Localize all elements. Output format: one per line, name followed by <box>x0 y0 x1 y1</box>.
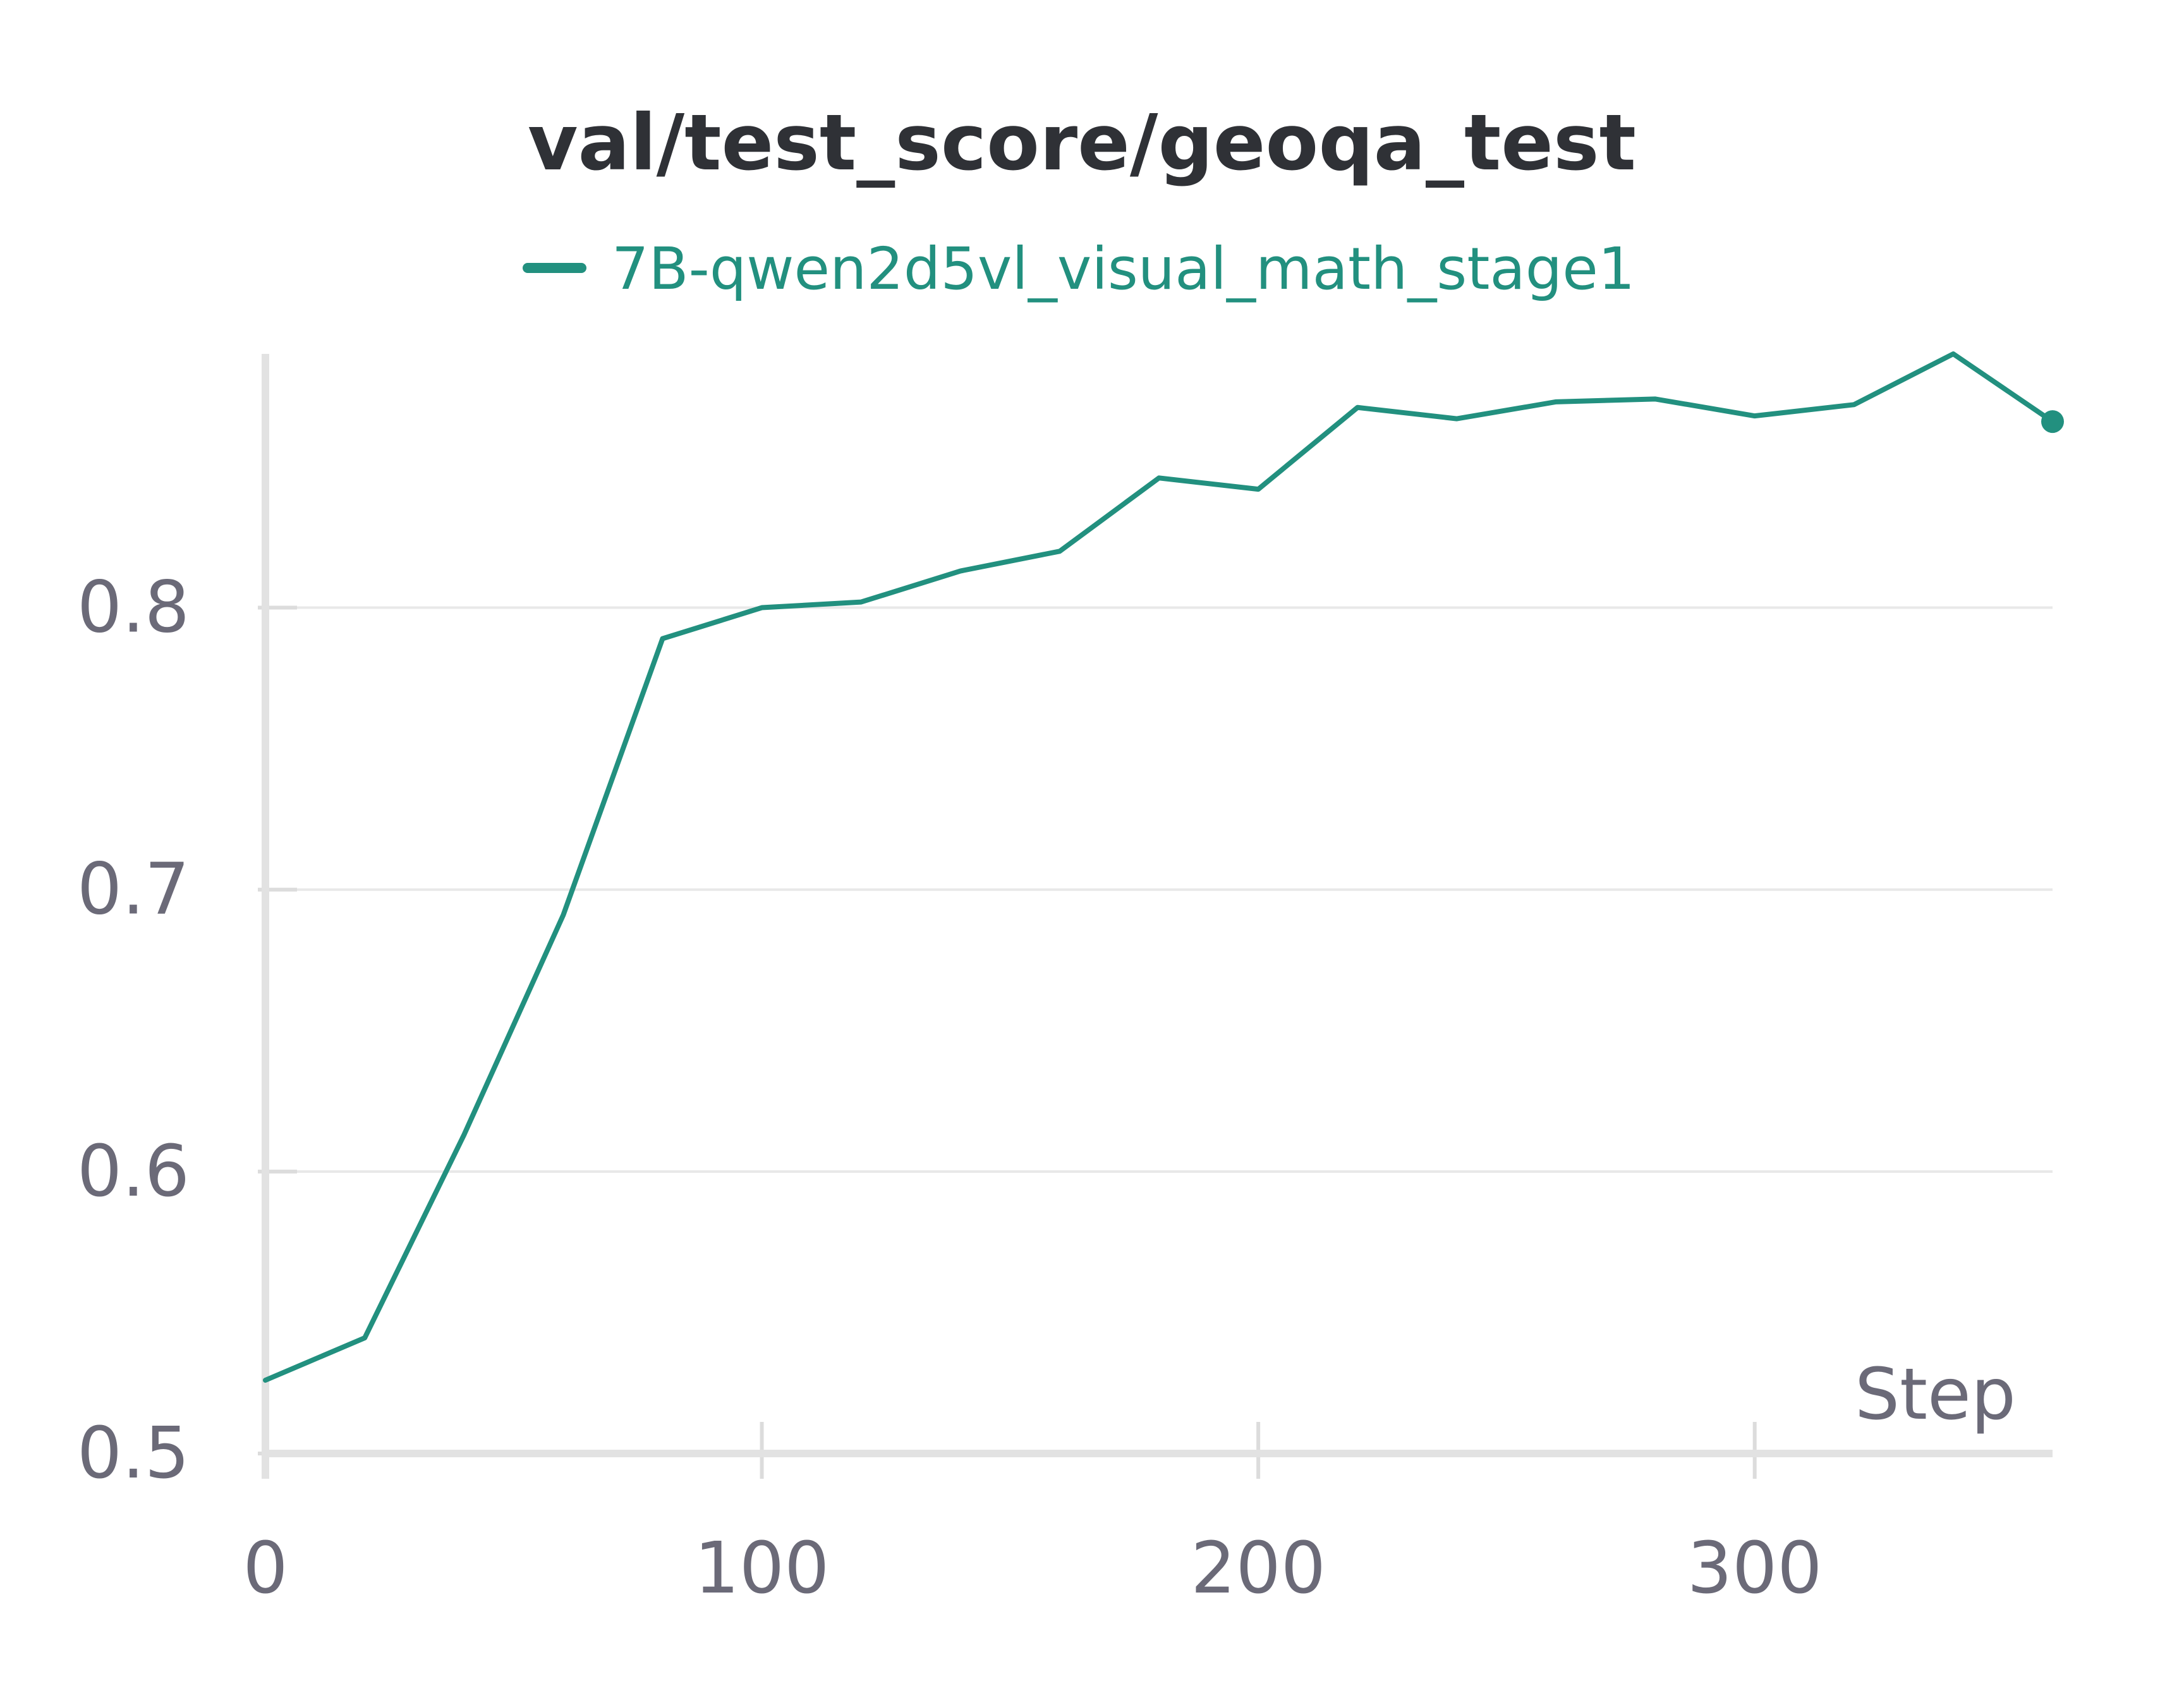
x-tick-label: 0 <box>243 1527 288 1610</box>
y-tick-label: 0.5 <box>77 1412 190 1495</box>
x-tick-label: 100 <box>695 1527 830 1610</box>
labels: val/test_score/geoqa_test 7B-qwen2d5vl_v… <box>77 98 2016 1610</box>
chart-title: val/test_score/geoqa_test <box>528 98 1636 188</box>
series-layer <box>263 351 2064 1383</box>
y-tick-label: 0.7 <box>77 849 190 931</box>
legend-label: 7B-qwen2d5vl_visual_math_stage1 <box>612 235 1635 303</box>
x-axis-label: Step <box>1855 1354 2016 1436</box>
axes <box>258 354 2053 1479</box>
x-tick-label: 200 <box>1191 1527 1326 1610</box>
x-tick-label: 300 <box>1687 1527 1823 1610</box>
series-line <box>263 351 2055 1383</box>
last-point-marker <box>2041 410 2064 434</box>
y-tick-label: 0.8 <box>77 567 190 649</box>
y-tick-label: 0.6 <box>77 1131 190 1213</box>
grid-lines <box>265 606 2053 1173</box>
